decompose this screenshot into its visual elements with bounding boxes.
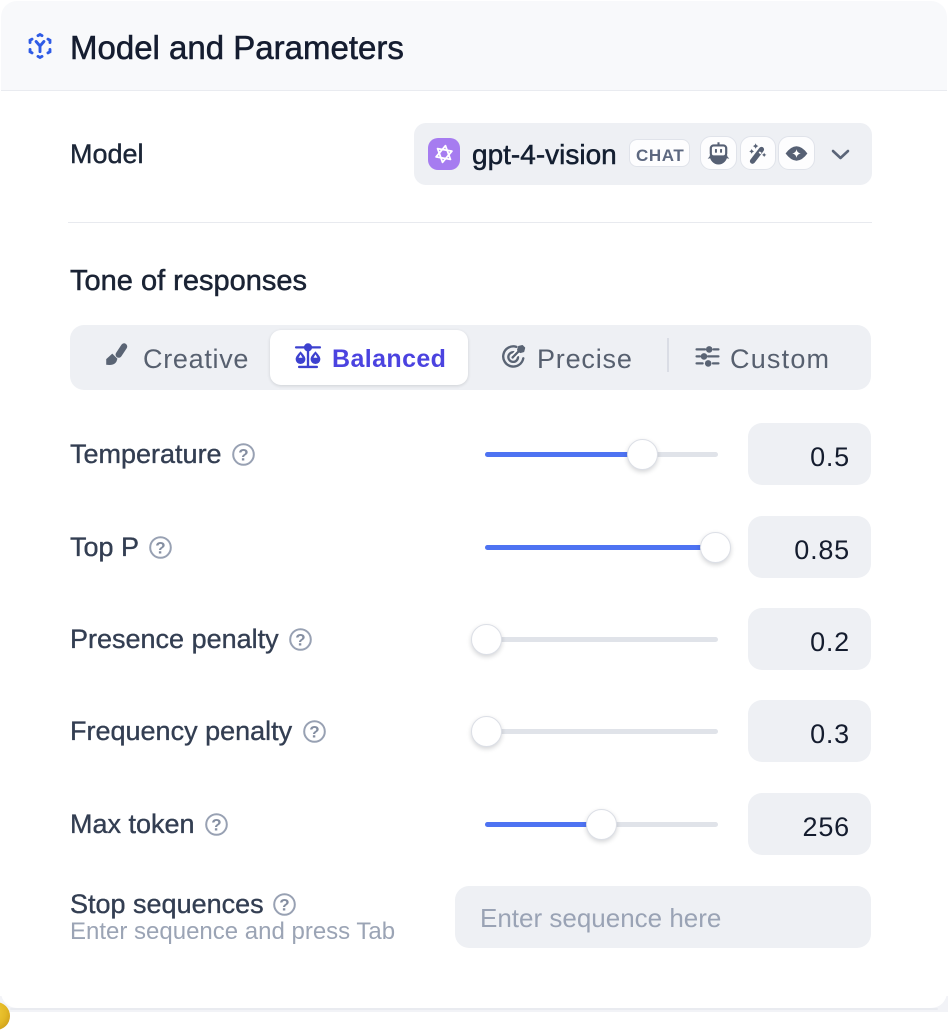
svg-text:?: ?: [279, 896, 289, 915]
svg-text:?: ?: [238, 446, 248, 465]
svg-text:?: ?: [295, 631, 305, 650]
svg-text:?: ?: [211, 816, 221, 835]
svg-text:?: ?: [155, 539, 165, 558]
svg-text:?: ?: [309, 723, 319, 742]
